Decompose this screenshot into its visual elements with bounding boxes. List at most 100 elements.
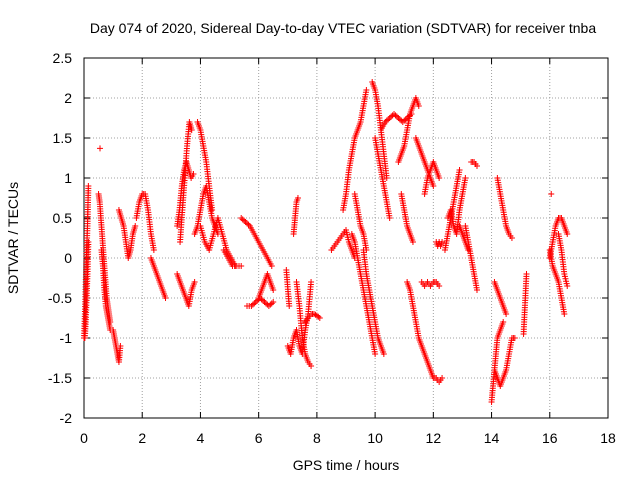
y-tick-label: 2 <box>64 90 72 106</box>
data-point <box>267 301 274 308</box>
x-tick-label: 18 <box>600 430 616 446</box>
data-point <box>380 351 387 357</box>
chart-title: Day 074 of 2020, Sidereal Day-to-day VTE… <box>90 20 597 36</box>
data-point <box>244 220 251 227</box>
data-point <box>415 103 422 109</box>
data-point <box>162 295 169 301</box>
data-points <box>81 79 571 405</box>
data-point <box>564 231 571 237</box>
data-point <box>270 299 277 305</box>
data-point <box>474 287 480 293</box>
data-point <box>308 363 315 369</box>
data-point <box>242 219 249 225</box>
data-point <box>511 335 518 341</box>
data-point <box>249 301 256 308</box>
data-point <box>456 167 463 173</box>
data-point <box>548 191 555 197</box>
x-tick-label: 16 <box>542 430 558 446</box>
data-point <box>508 235 515 241</box>
data-point <box>383 175 390 181</box>
y-tick-label: -0.5 <box>48 290 72 306</box>
data-point <box>561 311 568 317</box>
data-point <box>382 119 389 125</box>
data-point <box>391 111 398 117</box>
y-tick-label: 0.5 <box>53 210 73 226</box>
data-point <box>150 247 157 253</box>
data-point <box>251 300 258 307</box>
data-point <box>268 263 275 269</box>
y-tick-label: -1.5 <box>48 370 72 386</box>
data-point <box>402 116 409 123</box>
grid-lines <box>84 58 608 418</box>
data-point <box>239 216 246 223</box>
data-point <box>254 297 261 304</box>
data-point <box>395 115 402 121</box>
data-point <box>262 300 269 307</box>
data-point <box>386 115 393 121</box>
data-point <box>261 299 268 305</box>
data-point <box>265 303 272 309</box>
data-point <box>392 112 399 119</box>
data-point <box>190 171 197 177</box>
data-point <box>383 117 390 124</box>
x-tick-label: 2 <box>138 430 146 446</box>
data-point <box>388 113 395 120</box>
data-point <box>191 279 198 285</box>
y-tick-label: -1 <box>60 330 73 346</box>
data-point <box>399 119 406 125</box>
data-point <box>439 239 446 245</box>
y-tick-label: 1 <box>64 170 72 186</box>
data-point <box>252 299 259 305</box>
data-point <box>385 116 392 123</box>
data-point <box>308 279 315 285</box>
axis-ticks: 0 2 4 6 8 10 12 14 16 18 2.5 2 1.5 1 0.5 0 -0.5 -1 -1.5 -2 <box>48 50 616 446</box>
data-point <box>117 343 124 349</box>
data-point <box>241 217 248 224</box>
data-point <box>386 215 393 221</box>
data-point <box>188 127 195 133</box>
x-tick-label: 4 <box>197 430 205 446</box>
x-tick-label: 10 <box>367 430 383 446</box>
data-point <box>500 319 507 325</box>
data-point <box>248 303 255 309</box>
data-point <box>474 163 480 169</box>
data-point <box>393 113 400 120</box>
data-point <box>503 311 510 317</box>
data-point <box>238 215 245 221</box>
data-point <box>363 87 370 93</box>
plot-frame <box>83 57 609 419</box>
data-point <box>132 223 139 229</box>
x-tick-label: 14 <box>484 430 500 446</box>
data-point <box>286 303 293 309</box>
data-point <box>316 315 323 321</box>
data-point <box>260 297 267 304</box>
y-tick-label: 1.5 <box>53 130 73 146</box>
y-tick-label: 0 <box>64 250 72 266</box>
x-axis-label: GPS time / hours <box>293 457 400 473</box>
data-point <box>268 300 275 307</box>
data-point <box>523 271 530 277</box>
data-point <box>436 175 443 181</box>
data-point <box>245 221 252 228</box>
data-point <box>436 283 443 289</box>
x-tick-label: 0 <box>80 430 88 446</box>
data-point <box>270 287 277 293</box>
x-tick-label: 8 <box>313 430 321 446</box>
data-point <box>238 263 245 269</box>
data-point <box>564 283 571 289</box>
y-tick-label: -2 <box>60 410 73 426</box>
data-point <box>258 296 265 303</box>
data-point <box>439 375 446 381</box>
x-tick-label: 12 <box>426 430 442 446</box>
data-point <box>85 183 92 189</box>
data-point <box>430 183 437 189</box>
data-point <box>85 239 92 245</box>
data-point <box>315 313 322 320</box>
data-point <box>294 195 301 201</box>
data-point <box>97 145 104 152</box>
y-tick-label: 2.5 <box>53 50 73 66</box>
data-point <box>372 351 379 357</box>
y-axis-label: SDTVAR / TECUs <box>5 182 21 294</box>
